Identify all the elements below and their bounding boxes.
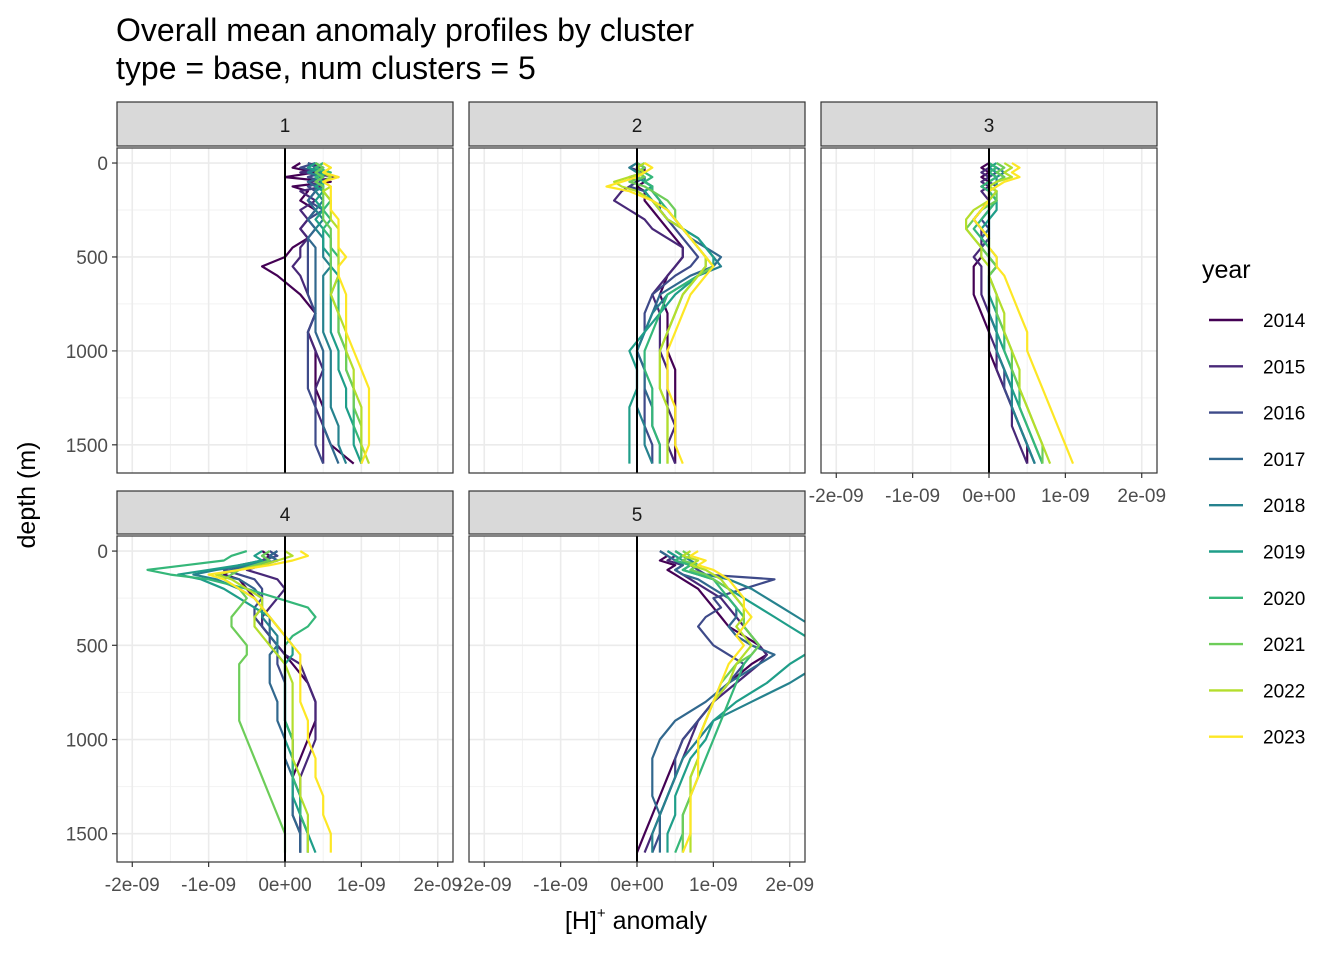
x-tick-label: 2e-09 bbox=[765, 875, 814, 896]
x-tick-label: 1e-09 bbox=[689, 875, 738, 896]
x-tick-label: 2e-09 bbox=[1117, 486, 1166, 507]
facet-panel-4: 4 bbox=[116, 490, 454, 863]
series-line-2021 bbox=[314, 162, 363, 464]
facet-strip-label: 1 bbox=[280, 116, 291, 137]
series-line-2023 bbox=[322, 162, 371, 465]
x-tick-label: 2e-09 bbox=[413, 875, 462, 896]
series-line-2017 bbox=[306, 162, 340, 465]
series-group bbox=[261, 161, 371, 465]
facet-strip bbox=[116, 490, 454, 535]
y-tick-label: 1500 bbox=[66, 825, 108, 846]
legend-label-2016: 2016 bbox=[1263, 404, 1305, 425]
series-line-2023 bbox=[681, 550, 753, 854]
y-axis-title: depth (m) bbox=[13, 442, 41, 549]
legend-label-2022: 2022 bbox=[1263, 681, 1305, 702]
facet-panel-2: 2 bbox=[468, 101, 806, 474]
facet-strip-label: 2 bbox=[632, 116, 643, 137]
legend-label-2019: 2019 bbox=[1263, 543, 1305, 564]
facet-panel-5: 5 bbox=[468, 490, 806, 863]
series-line-2014 bbox=[635, 550, 768, 854]
y-tick-label: 500 bbox=[76, 636, 108, 657]
legend-label-2014: 2014 bbox=[1263, 311, 1306, 332]
series-line-2023 bbox=[207, 550, 332, 853]
series-line-2023 bbox=[605, 162, 715, 465]
facet-strip bbox=[468, 101, 806, 147]
x-axis-title-suffix: anomaly bbox=[606, 907, 708, 935]
panel-border bbox=[116, 147, 454, 474]
x-axis-title-main: [H] bbox=[565, 907, 597, 935]
series-line-2022 bbox=[964, 162, 1052, 465]
x-tick-label: 0e+00 bbox=[610, 875, 663, 896]
x-tick-label: 1e-09 bbox=[1041, 486, 1090, 507]
legend-label-2021: 2021 bbox=[1263, 635, 1305, 656]
series-group bbox=[635, 550, 805, 854]
x-tick-label: -1e-09 bbox=[533, 875, 588, 896]
x-tick-label: 1e-09 bbox=[337, 875, 386, 896]
series-line-2019 bbox=[306, 162, 363, 465]
x-tick-label: -1e-09 bbox=[885, 486, 940, 507]
legend: year 2014 2015 2016 2017 2018 2019 2020 2021 202… bbox=[1202, 256, 1306, 749]
facet-strip-label: 5 bbox=[632, 505, 643, 526]
panel-border bbox=[468, 147, 806, 474]
facet-strip bbox=[116, 101, 454, 147]
legend-label-2023: 2023 bbox=[1263, 728, 1305, 749]
series-line-2016 bbox=[651, 550, 776, 854]
facet-panels: 1 2 3 4 5 bbox=[116, 101, 1158, 863]
y-tick-label: 1000 bbox=[66, 342, 108, 363]
series-line-2015 bbox=[972, 163, 1029, 465]
facet-strip-label: 4 bbox=[280, 505, 291, 526]
y-tick-label: 500 bbox=[76, 248, 108, 269]
facet-panel-3: 3 bbox=[820, 101, 1158, 474]
facet-strip-label: 3 bbox=[984, 116, 995, 137]
x-axis-title-superscript: + bbox=[597, 905, 606, 922]
axis-tick-labels: 0 500 1000 1500 -2e-09 -1e-09 0e+00 1e-09 2e-09 0… bbox=[66, 154, 1166, 896]
legend-label-2017: 2017 bbox=[1263, 450, 1305, 471]
legend-title: year bbox=[1202, 256, 1251, 284]
y-tick-label: 1000 bbox=[66, 731, 108, 752]
facet-strip bbox=[820, 101, 1158, 147]
x-axis-title: [H]+ anomaly bbox=[565, 905, 708, 935]
series-line-2017 bbox=[651, 550, 776, 853]
chart-title: Overall mean anomaly profiles by cluster bbox=[116, 12, 694, 48]
x-tick-label: 0e+00 bbox=[258, 875, 311, 896]
legend-label-2020: 2020 bbox=[1263, 589, 1305, 610]
series-line-2023 bbox=[972, 162, 1075, 465]
x-tick-label: -2e-09 bbox=[457, 875, 512, 896]
chart-subtitle: type = base, num clusters = 5 bbox=[116, 50, 536, 86]
x-tick-label: -2e-09 bbox=[809, 486, 864, 507]
x-tick-label: -2e-09 bbox=[105, 875, 160, 896]
facet-strip bbox=[468, 490, 806, 535]
series-line-2022 bbox=[681, 550, 753, 853]
y-tick-label: 0 bbox=[97, 542, 108, 563]
facet-panel-1: 1 bbox=[116, 101, 454, 474]
series-group bbox=[146, 550, 332, 854]
legend-label-2018: 2018 bbox=[1263, 496, 1305, 517]
y-tick-label: 1500 bbox=[66, 436, 108, 457]
y-tick-label: 0 bbox=[97, 154, 108, 175]
x-tick-label: -1e-09 bbox=[181, 875, 236, 896]
x-tick-label: 0e+00 bbox=[962, 486, 1015, 507]
legend-label-2015: 2015 bbox=[1263, 357, 1305, 378]
